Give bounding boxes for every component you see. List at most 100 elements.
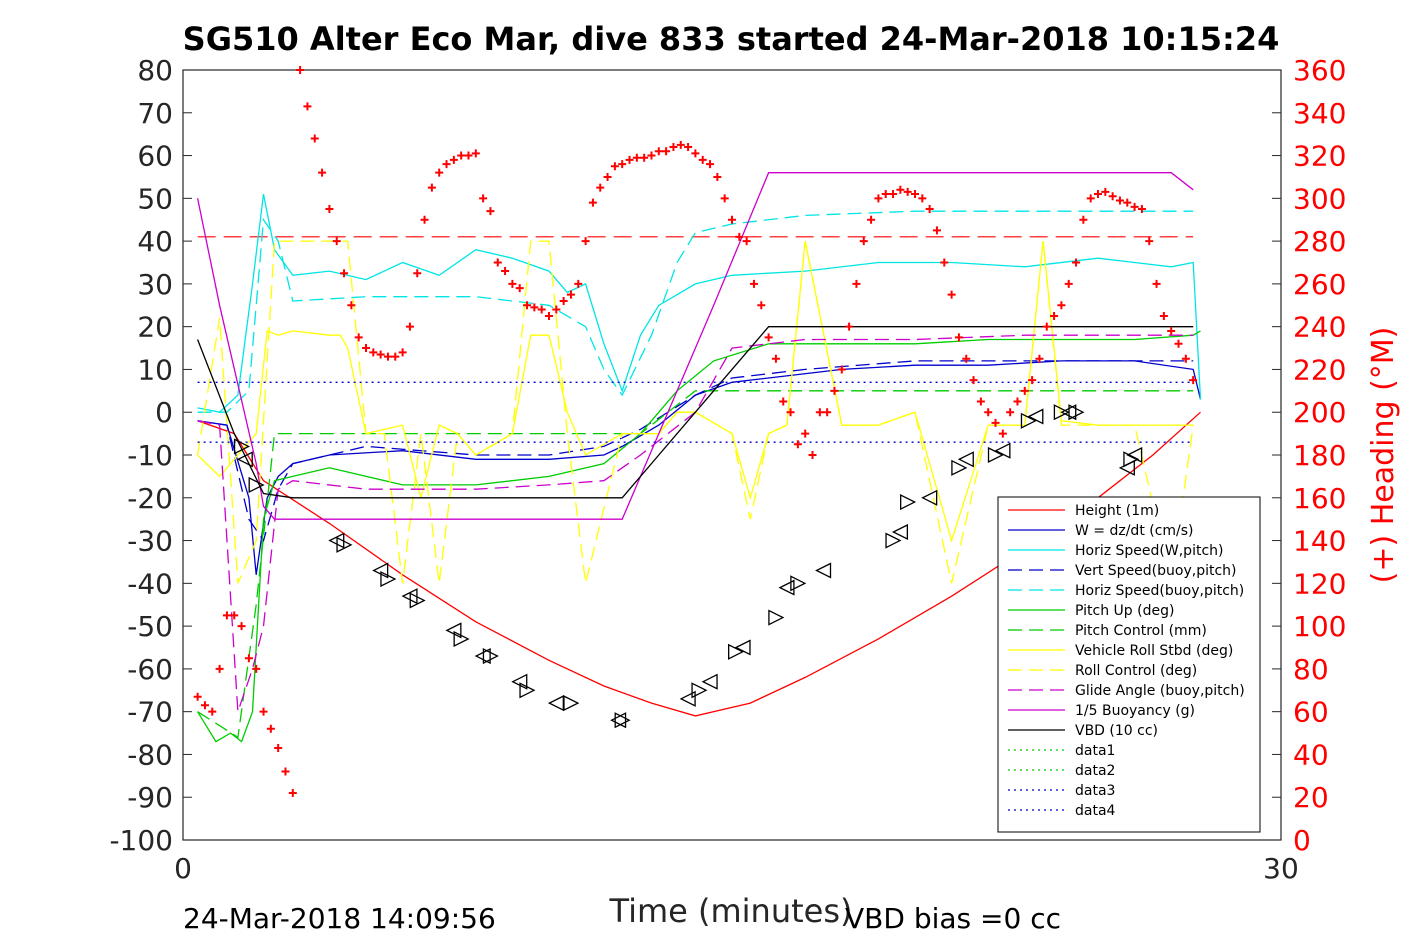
heading-point bbox=[874, 194, 883, 203]
heading-point bbox=[501, 267, 510, 276]
heading-point bbox=[1072, 258, 1081, 267]
heading-point bbox=[435, 168, 444, 177]
left-tick-label: -60 bbox=[127, 653, 173, 686]
heading-point bbox=[1152, 279, 1161, 288]
dive-marker bbox=[885, 532, 902, 549]
footer-vbd-bias: VBD bias =0 cc bbox=[845, 902, 1061, 935]
heading-point bbox=[1013, 397, 1022, 406]
heading-point bbox=[662, 147, 671, 156]
heading-point bbox=[581, 237, 590, 246]
heading-point bbox=[566, 290, 575, 299]
heading-point bbox=[1057, 301, 1066, 310]
heading-point bbox=[903, 187, 912, 196]
dive-marker bbox=[248, 476, 265, 493]
heading-point bbox=[1028, 376, 1037, 385]
heading-point bbox=[332, 237, 341, 246]
heading-point bbox=[325, 205, 334, 214]
heading-point bbox=[1094, 190, 1102, 199]
heading-point bbox=[215, 664, 224, 673]
heading-point bbox=[1101, 187, 1110, 196]
right-tick-label: 200 bbox=[1293, 396, 1346, 429]
series-line bbox=[197, 390, 1194, 739]
dive-marker bbox=[236, 451, 253, 468]
heading-point bbox=[296, 66, 305, 74]
dive-marker bbox=[610, 712, 627, 729]
left-tick-label: -50 bbox=[127, 610, 173, 643]
heading-point bbox=[654, 147, 663, 156]
heading-point bbox=[771, 354, 780, 363]
heading-point bbox=[1145, 237, 1154, 246]
dive-marker bbox=[482, 648, 499, 665]
heading-point bbox=[998, 429, 1007, 438]
legend-label: 1/5 Buoyancy (g) bbox=[1075, 703, 1195, 719]
heading-layer bbox=[193, 66, 1198, 797]
heading-point bbox=[252, 664, 261, 673]
dive-marker bbox=[1027, 408, 1044, 425]
heading-point bbox=[669, 143, 678, 151]
right-tick-label: 120 bbox=[1293, 567, 1346, 600]
right-tick-label: 300 bbox=[1293, 182, 1346, 215]
legend-label: Pitch Control (mm) bbox=[1075, 623, 1207, 639]
right-tick-label: 320 bbox=[1293, 140, 1346, 173]
heading-point bbox=[823, 408, 832, 417]
right-tick-label: 80 bbox=[1293, 653, 1329, 686]
heading-point bbox=[545, 311, 553, 320]
right-tick-label: 20 bbox=[1293, 781, 1329, 814]
heading-point bbox=[537, 305, 546, 314]
heading-point bbox=[742, 237, 751, 246]
heading-point bbox=[691, 149, 700, 158]
legend-label: Vehicle Roll Stbd (deg) bbox=[1075, 643, 1233, 659]
heading-point bbox=[479, 194, 488, 203]
heading-point bbox=[684, 143, 693, 151]
heading-point bbox=[779, 397, 788, 406]
heading-point bbox=[735, 232, 744, 241]
heading-point bbox=[632, 153, 641, 162]
dive-marker bbox=[336, 536, 353, 553]
heading-point bbox=[786, 408, 795, 417]
series-line bbox=[196, 240, 1194, 584]
right-tick-label: 280 bbox=[1293, 225, 1346, 258]
right-tick-label: 140 bbox=[1293, 525, 1346, 558]
series-line bbox=[197, 330, 1201, 743]
heading-point bbox=[596, 183, 605, 192]
left-tick-label: -20 bbox=[127, 482, 173, 515]
right-tick-label: 100 bbox=[1293, 610, 1346, 643]
series-line bbox=[197, 334, 1194, 712]
heading-point bbox=[976, 397, 985, 406]
heading-point bbox=[830, 386, 839, 395]
heading-point bbox=[757, 301, 766, 310]
left-tick-label: 70 bbox=[137, 97, 173, 130]
heading-point bbox=[413, 269, 422, 278]
legend-label: data2 bbox=[1075, 763, 1115, 779]
dive-marker bbox=[768, 609, 785, 626]
right-tick-label: 60 bbox=[1293, 696, 1329, 729]
heading-point bbox=[728, 215, 736, 224]
heading-point bbox=[881, 190, 890, 199]
legend: Height (1m) W = dz/dt (cm/s) Horiz Speed(W… bbox=[997, 496, 1261, 833]
heading-point bbox=[1159, 311, 1168, 320]
heading-point bbox=[698, 155, 707, 164]
heading-point bbox=[208, 707, 217, 716]
left-tick-label: 30 bbox=[137, 268, 173, 301]
dive-marker bbox=[380, 571, 397, 588]
heading-point bbox=[398, 348, 407, 357]
heading-point bbox=[508, 279, 517, 288]
heading-point bbox=[464, 151, 473, 160]
heading-point bbox=[230, 611, 239, 620]
left-tick-label: 10 bbox=[137, 353, 173, 386]
heading-point bbox=[896, 185, 905, 194]
heading-point bbox=[259, 707, 268, 716]
legend-label: Glide Angle (buoy,pitch) bbox=[1075, 683, 1245, 699]
heading-point bbox=[706, 160, 715, 169]
heading-point bbox=[1006, 408, 1015, 417]
heading-point bbox=[1174, 339, 1183, 348]
right-tick-label: 180 bbox=[1293, 439, 1346, 472]
heading-point bbox=[1042, 322, 1051, 331]
dive-marker bbox=[701, 673, 718, 690]
heading-point bbox=[515, 284, 524, 293]
heading-point bbox=[1181, 354, 1190, 363]
dive-marker bbox=[951, 459, 968, 476]
series-line bbox=[197, 360, 1194, 543]
heading-point bbox=[340, 269, 349, 278]
dive-marker bbox=[994, 442, 1011, 459]
